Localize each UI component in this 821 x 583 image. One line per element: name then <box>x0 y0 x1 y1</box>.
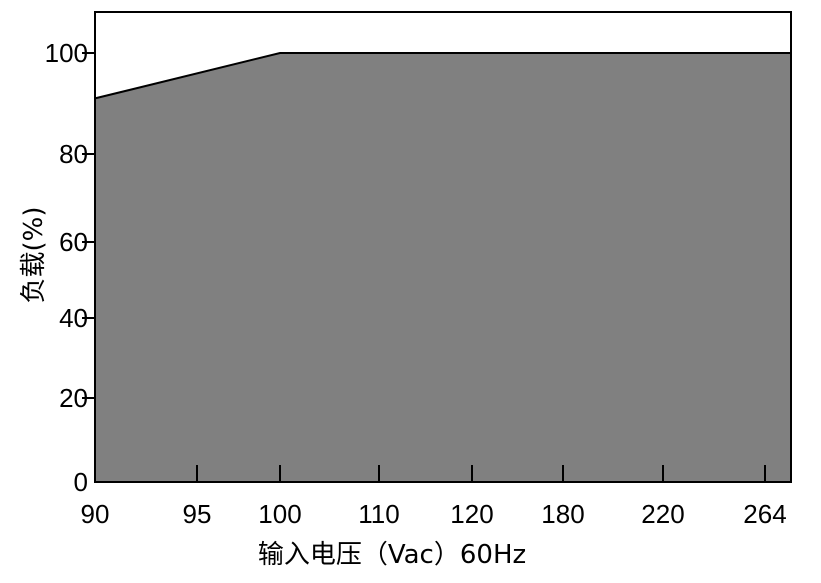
y-axis-title: 负载(%) <box>19 207 49 304</box>
x-tick-label-110: 110 <box>358 499 399 529</box>
y-tick-label-0: 0 <box>74 467 88 497</box>
x-tick-label-220: 220 <box>641 499 684 529</box>
plot-frame <box>94 11 792 483</box>
x-tick-label-264: 264 <box>743 499 786 529</box>
y-axis: 0 20 40 60 80 100 <box>45 38 95 497</box>
x-tick-label-95: 95 <box>183 499 212 529</box>
x-axis-title: 输入电压（Vac）60Hz <box>258 540 526 570</box>
plot-area <box>94 11 792 483</box>
y-tick-label-20: 20 <box>59 383 88 413</box>
y-tick-label-80: 80 <box>59 139 88 169</box>
x-tick-label-120: 120 <box>450 499 493 529</box>
area-fill <box>95 53 791 482</box>
x-axis: 90 95 100 110 120 180 220 264 <box>81 465 787 529</box>
y-tick-label-60: 60 <box>59 227 88 257</box>
x-tick-label-90: 90 <box>81 499 110 529</box>
x-tick-label-180: 180 <box>541 499 584 529</box>
y-tick-label-40: 40 <box>59 303 88 333</box>
x-tick-label-100: 100 <box>258 499 301 529</box>
y-tick-label-100: 100 <box>45 38 88 68</box>
